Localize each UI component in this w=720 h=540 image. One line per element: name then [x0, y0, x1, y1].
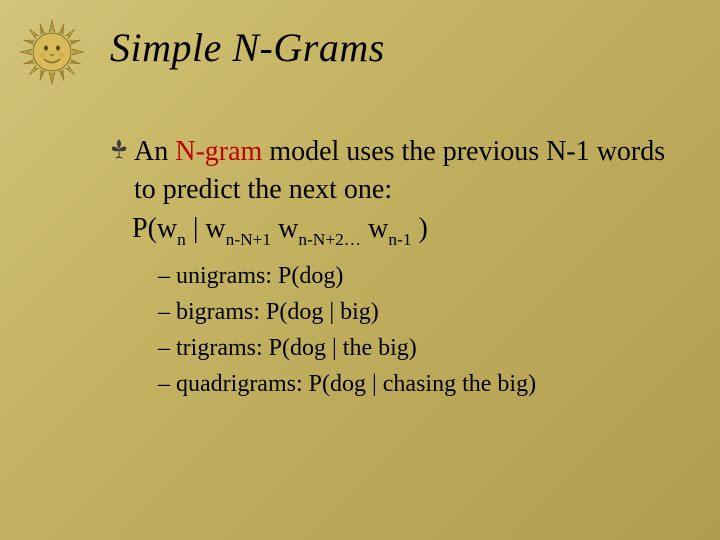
f5: n-N+2…: [298, 230, 361, 249]
slide-content: Simple N-Grams An N-gram model uses the …: [0, 0, 720, 402]
main-prefix: An: [134, 136, 175, 167]
f7: n-1: [388, 230, 411, 249]
main-highlight: N-gram: [175, 136, 262, 167]
slide-title: Simple N-Grams: [110, 24, 672, 71]
fleur-bullet-icon: [110, 139, 128, 166]
main-text: An N-gram model uses the previous N-1 wo…: [134, 133, 672, 209]
list-item: – bigrams: P(dog | big): [158, 294, 672, 330]
f8: ): [412, 213, 428, 244]
f3: n-N+1: [226, 230, 271, 249]
sub-list: – unigrams: P(dog) – bigrams: P(dog | bi…: [158, 258, 672, 402]
f4: w: [271, 213, 298, 244]
formula-line: P(wn | wn-N+1 wn-N+2… wn-1 ): [132, 213, 672, 249]
main-bullet-row: An N-gram model uses the previous N-1 wo…: [110, 133, 672, 209]
list-item: – unigrams: P(dog): [158, 258, 672, 294]
f6: w: [361, 213, 388, 244]
f0: P(w: [132, 213, 177, 244]
f1: n: [177, 230, 186, 249]
list-item: – trigrams: P(dog | the big): [158, 330, 672, 366]
f2: | w: [186, 213, 226, 244]
list-item: – quadrigrams: P(dog | chasing the big): [158, 366, 672, 402]
sun-face-icon: [18, 18, 86, 86]
